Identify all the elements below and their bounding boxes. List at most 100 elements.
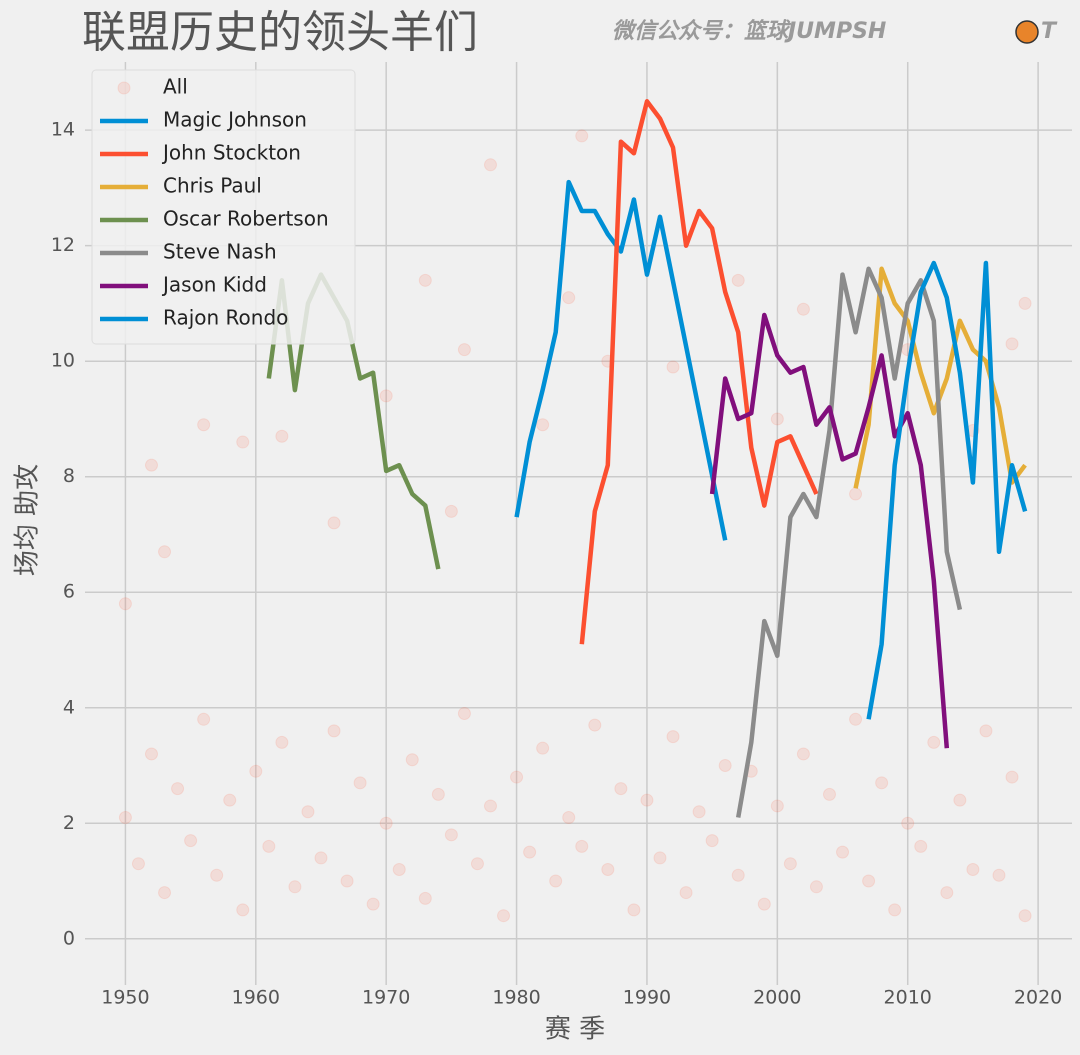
legend-label: Oscar Robertson (163, 207, 329, 231)
scatter-point (862, 874, 876, 888)
scatter-point (444, 504, 458, 518)
scatter-point (796, 747, 810, 761)
scatter-point (197, 712, 211, 726)
legend: All Magic Johnson John Stockton Chris Paul O… (91, 69, 356, 345)
scatter-point (992, 868, 1006, 882)
series-line (514, 179, 728, 541)
y-tick-label: 0 (63, 927, 75, 949)
watermark: T (1041, 19, 1058, 44)
scatter-point (118, 810, 132, 824)
scatter-point (836, 845, 850, 859)
x-tick-label: 2020 (1014, 987, 1062, 1009)
scatter-point (131, 857, 145, 871)
scatter-point (158, 545, 172, 559)
scatter-point (653, 851, 667, 865)
scatter-point (236, 903, 250, 917)
scatter-point (718, 759, 732, 773)
scatter-point (849, 487, 863, 501)
scatter-point (666, 730, 680, 744)
scatter-point (849, 712, 863, 726)
y-tick-label: 10 (51, 350, 75, 372)
y-tick-label: 2 (63, 812, 75, 834)
scatter-point (288, 880, 302, 894)
scatter-point (158, 886, 172, 900)
scatter-point (666, 360, 680, 374)
series-line (709, 312, 950, 749)
scatter-point (705, 834, 719, 848)
scatter-point (379, 389, 393, 403)
scatter-point (392, 862, 406, 876)
scatter-point (614, 782, 628, 796)
chart-title: 联盟历史的领头羊们 (82, 7, 478, 58)
scatter-point (731, 868, 745, 882)
scatter-point (536, 741, 550, 755)
scatter-point (497, 909, 511, 923)
scatter-point (875, 776, 889, 790)
scatter-point (640, 793, 654, 807)
scatter-point (562, 291, 576, 305)
scatter-point (262, 839, 276, 853)
scatter-point (340, 874, 354, 888)
scatter-point (431, 787, 445, 801)
scatter-point (327, 516, 341, 530)
scatter-point (731, 273, 745, 287)
scatter-point (679, 886, 693, 900)
scatter-point (770, 412, 784, 426)
x-tick-label: 1970 (362, 987, 410, 1009)
series-line (853, 266, 1027, 489)
scatter-point (483, 158, 497, 172)
y-tick-label: 14 (51, 119, 75, 141)
scatter-point (1018, 296, 1032, 310)
scatter-point (979, 724, 993, 738)
y-tick-label: 4 (63, 696, 75, 718)
legend-label: Magic Johnson (163, 108, 307, 132)
scatter-point (966, 862, 980, 876)
legend-label: Jason Kidd (161, 273, 267, 297)
x-tick-label: 2010 (884, 987, 932, 1009)
scatter-point (457, 707, 471, 721)
scatter-point (275, 735, 289, 749)
scatter-point (562, 810, 576, 824)
scatter-point (379, 816, 393, 830)
legend-label: Rajon Rondo (163, 306, 288, 330)
scatter-point (888, 903, 902, 917)
scatter-point (1018, 909, 1032, 923)
scatter-point (692, 805, 706, 819)
scatter-point (210, 868, 224, 882)
scatter-point (523, 845, 537, 859)
scatter-point (809, 880, 823, 894)
scatter-point (457, 343, 471, 357)
scatter-point (588, 718, 602, 732)
x-tick-label: 2000 (753, 987, 801, 1009)
series-line (266, 272, 441, 570)
scatter-point (796, 302, 810, 316)
y-axis-label: 场均 助攻 (13, 464, 43, 576)
scatter-point (118, 597, 132, 611)
series-line (866, 260, 1028, 720)
scatter-point (536, 418, 550, 432)
scatter-point (144, 747, 158, 761)
plot (118, 99, 1032, 923)
scatter-point (927, 735, 941, 749)
scatter-point (223, 793, 237, 807)
scatter-point (171, 782, 185, 796)
legend-label: All (163, 75, 188, 99)
x-tick-label: 1990 (623, 987, 671, 1009)
basketball-icon (1015, 20, 1039, 44)
y-tick-label: 8 (63, 465, 75, 487)
scatter-point (549, 874, 563, 888)
scatter-point (366, 897, 380, 911)
y-tick-label: 6 (63, 581, 75, 603)
legend-box (91, 69, 356, 345)
scatter-point (301, 805, 315, 819)
watermark: 微信公众号：篮球JUMPSH (612, 18, 886, 44)
scatter-point (627, 903, 641, 917)
scatter-point (275, 429, 289, 443)
scatter-point (184, 834, 198, 848)
scatter-point (144, 458, 158, 472)
scatter-point (1005, 337, 1019, 351)
scatter-point (757, 897, 771, 911)
x-tick-label: 1960 (232, 987, 280, 1009)
scatter-point (444, 828, 458, 842)
